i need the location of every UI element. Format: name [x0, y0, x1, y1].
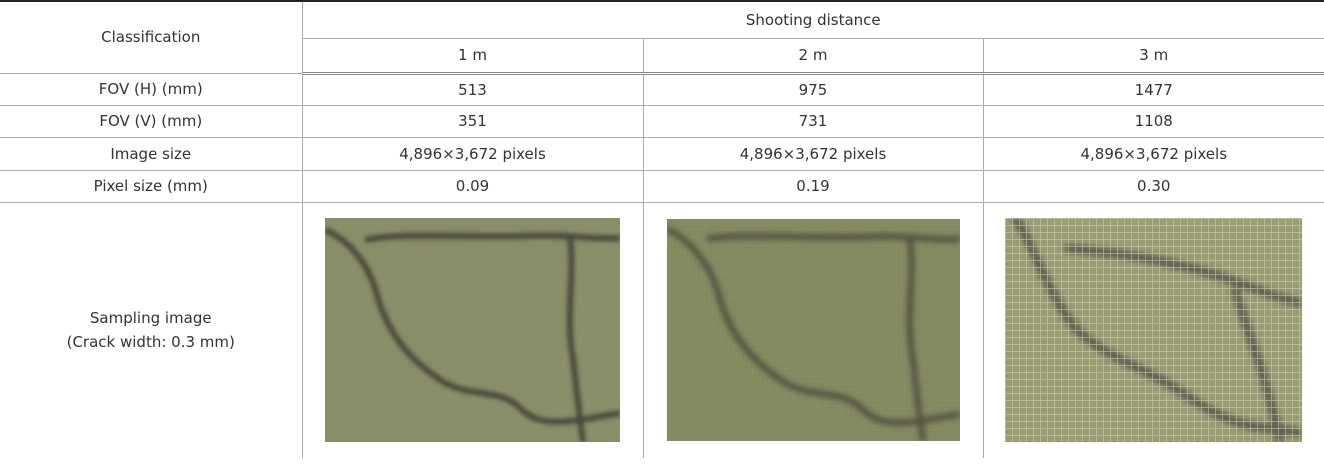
row-label: FOV (H) (mm)	[0, 73, 302, 105]
cell: 4,896×3,672 pixels	[302, 137, 643, 170]
cell: 4,896×3,672 pixels	[983, 137, 1324, 170]
cell: 0.09	[302, 170, 643, 202]
label-line: (Crack width: 0.3 mm)	[0, 330, 302, 354]
header-cell: Classification	[0, 1, 302, 73]
row-label: FOV (V) (mm)	[0, 105, 302, 137]
cell: 513	[302, 73, 643, 105]
row-label: Image size	[0, 137, 302, 170]
label-line: Sampling image	[0, 306, 302, 330]
data-table: Classification Shooting distance 1 m 2 m…	[0, 0, 1324, 458]
sample-image	[667, 219, 960, 441]
sample-image	[325, 218, 620, 442]
row-label: Pixel size (mm)	[0, 170, 302, 202]
cell: 351	[302, 105, 643, 137]
cell: 0.19	[643, 170, 983, 202]
cell: 731	[643, 105, 983, 137]
cell: 0.30	[983, 170, 1324, 202]
header-cell: 3 m	[983, 38, 1324, 73]
page: Classification Shooting distance 1 m 2 m…	[0, 0, 1324, 465]
header-cell: 1 m	[302, 38, 643, 73]
cell: 975	[643, 73, 983, 105]
row-label: Sampling image (Crack width: 0.3 mm)	[0, 202, 302, 458]
pixel-grid	[1005, 218, 1302, 442]
cell: 4,896×3,672 pixels	[643, 137, 983, 170]
sample-image	[1005, 218, 1302, 442]
pixel-grid	[667, 219, 960, 441]
header-cell: Shooting distance	[302, 1, 1324, 38]
cell: 1477	[983, 73, 1324, 105]
header-cell: 2 m	[643, 38, 983, 73]
image-cell	[302, 202, 643, 458]
image-cell	[643, 202, 983, 458]
image-cell	[983, 202, 1324, 458]
cell: 1108	[983, 105, 1324, 137]
